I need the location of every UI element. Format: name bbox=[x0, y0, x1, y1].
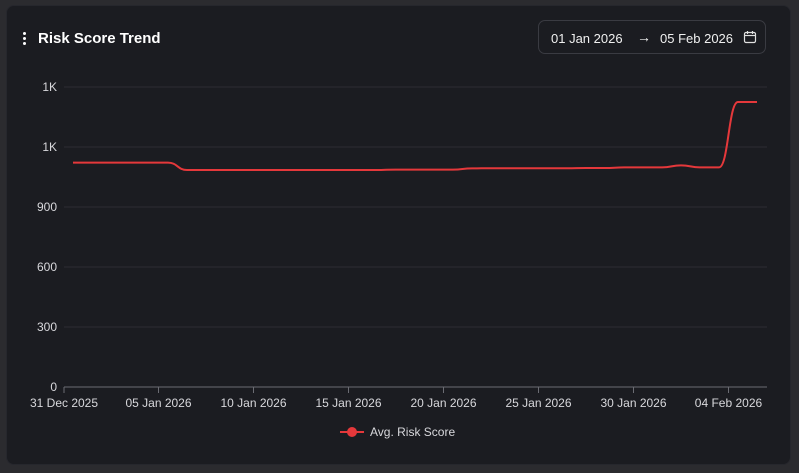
y-tick-label: 900 bbox=[37, 200, 57, 214]
arrow-right-icon: → bbox=[637, 29, 651, 45]
x-tick-label: 04 Feb 2026 bbox=[695, 396, 763, 410]
x-tick-label: 31 Dec 2025 bbox=[30, 396, 98, 410]
legend-marker-icon bbox=[340, 426, 364, 438]
series-line bbox=[73, 101, 757, 171]
y-tick-label: 1K bbox=[42, 80, 57, 94]
kebab-menu-icon[interactable] bbox=[20, 31, 30, 47]
legend-item[interactable]: Avg. Risk Score bbox=[340, 425, 455, 439]
x-tick-label: 20 Jan 2026 bbox=[410, 396, 476, 410]
calendar-icon[interactable] bbox=[743, 30, 757, 44]
y-tick-label: 1K bbox=[42, 140, 57, 154]
date-range-picker[interactable]: 01 Jan 2026 → 05 Feb 2026 bbox=[538, 20, 766, 54]
x-tick-label: 25 Jan 2026 bbox=[505, 396, 571, 410]
x-tick-label: 05 Jan 2026 bbox=[125, 396, 191, 410]
date-to: 05 Feb 2026 bbox=[660, 31, 734, 46]
chart-title: Risk Score Trend bbox=[38, 30, 161, 47]
y-tick-label: 0 bbox=[50, 380, 57, 394]
chart-card bbox=[6, 5, 791, 465]
date-from: 01 Jan 2026 bbox=[551, 31, 623, 46]
x-tick-label: 10 Jan 2026 bbox=[220, 396, 286, 410]
legend-label: Avg. Risk Score bbox=[370, 425, 456, 439]
x-tick-label: 30 Jan 2026 bbox=[600, 396, 666, 410]
x-tick-label: 15 Jan 2026 bbox=[315, 396, 381, 410]
y-tick-label: 300 bbox=[37, 320, 57, 334]
chart-header: Risk Score Trend bbox=[20, 30, 161, 47]
y-tick-label: 600 bbox=[37, 260, 57, 274]
